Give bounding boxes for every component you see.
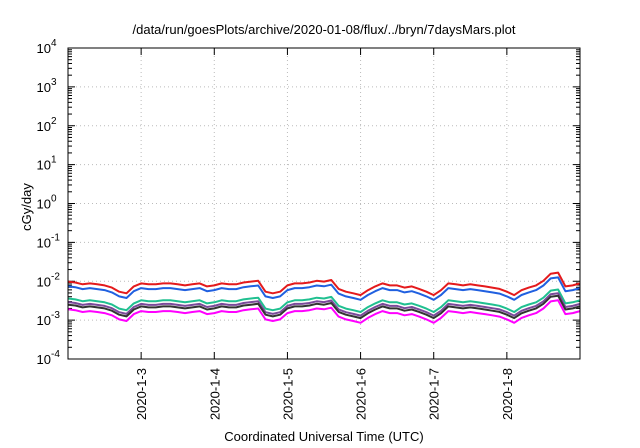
series-line-1 bbox=[67, 271, 581, 297]
y-tick-exponent: -3 bbox=[51, 310, 60, 321]
y-tick-exponent: 2 bbox=[51, 116, 57, 127]
series-line-4 bbox=[67, 292, 581, 317]
plot-frame bbox=[67, 47, 581, 360]
chart-title: /data/run/goesPlots/archive/2020-01-08/f… bbox=[133, 22, 516, 37]
y-tick-label: 10 bbox=[37, 119, 51, 134]
x-tick-label: 2020-1-5 bbox=[280, 368, 295, 420]
y-tick-label: 10 bbox=[37, 80, 51, 95]
series-lines bbox=[67, 271, 581, 324]
y-tick-label: 10 bbox=[37, 274, 51, 289]
series-line-5 bbox=[67, 294, 581, 320]
x-tick-label: 2020-1-8 bbox=[500, 368, 515, 420]
y-tick-exponent: 0 bbox=[51, 194, 57, 205]
y-tick-exponent: -1 bbox=[51, 232, 60, 243]
series-line-3 bbox=[67, 288, 581, 313]
x-tick-label: 2020-1-4 bbox=[207, 368, 222, 420]
y-tick-label: 10 bbox=[37, 158, 51, 173]
x-tick-label: 2020-1-3 bbox=[134, 368, 149, 420]
y-tick-label: 10 bbox=[37, 313, 51, 328]
series-line-6 bbox=[67, 299, 581, 324]
x-tick-label: 2020-1-6 bbox=[354, 368, 369, 420]
x-tick-label: 2020-1-7 bbox=[427, 368, 442, 420]
y-tick-label: 10 bbox=[37, 235, 51, 250]
y-tick-exponent: 1 bbox=[51, 155, 57, 166]
x-axis-label: Coordinated Universal Time (UTC) bbox=[224, 429, 423, 444]
y-tick-exponent: -4 bbox=[51, 349, 60, 360]
y-tick-exponent: 3 bbox=[51, 77, 57, 88]
y-tick-label: 10 bbox=[37, 41, 51, 56]
x-axis: 2020-1-3 2020-1-4 2020-1-5 2020-1-6 2020-1-7… bbox=[134, 48, 515, 420]
y-axis-label: cGy/day bbox=[19, 183, 34, 231]
y-tick-exponent: 4 bbox=[51, 38, 57, 49]
y-tick-exponent: -2 bbox=[51, 271, 60, 282]
y-tick-label: 10 bbox=[37, 352, 51, 367]
series-line-2 bbox=[67, 276, 581, 301]
y-tick-label: 10 bbox=[37, 197, 51, 212]
